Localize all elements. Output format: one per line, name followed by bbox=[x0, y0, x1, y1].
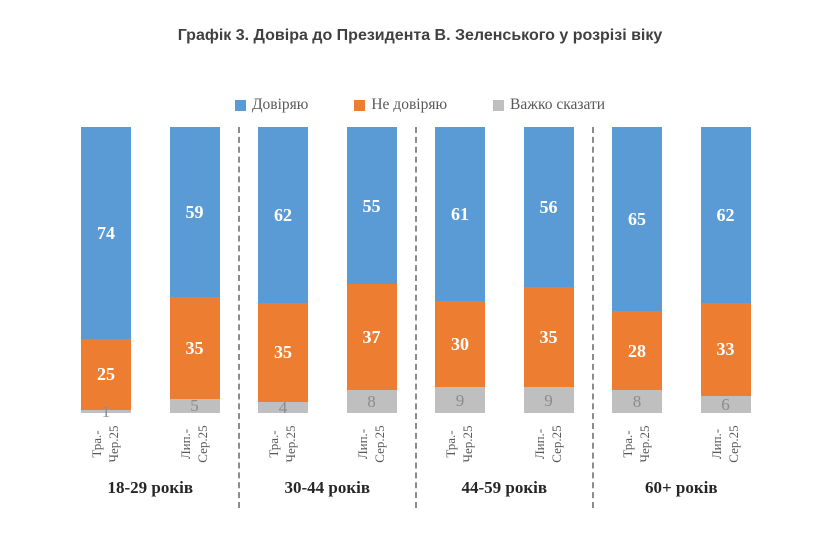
bar-segment-no-trust: 28 bbox=[612, 311, 662, 391]
value-label: 35 bbox=[185, 337, 204, 358]
bar-segment-trust: 55 bbox=[346, 127, 397, 285]
bar-segment-trust: 61 bbox=[435, 127, 485, 302]
group-label: 18-29 років bbox=[107, 478, 194, 497]
value-label: 8 bbox=[367, 392, 376, 412]
stacked-bar: 56 35 9 bbox=[523, 127, 574, 413]
bar-segment-hard-to-say: 5 bbox=[169, 396, 220, 416]
value-label: 5 bbox=[190, 396, 199, 416]
legend-swatch-hard-to-say-icon bbox=[493, 99, 505, 111]
chart-title: Графік 3. Довіра до Президента В. Зеленс… bbox=[177, 27, 663, 44]
bar-segment-trust: 56 bbox=[523, 127, 574, 288]
x-tick-label: Тра.- Чер.25 bbox=[620, 425, 652, 463]
bar-segment-no-trust: 35 bbox=[258, 302, 308, 402]
bar-segment-hard-to-say: 9 bbox=[523, 387, 574, 413]
group-label: 30-44 років bbox=[284, 478, 371, 497]
value-label: 35 bbox=[539, 327, 558, 348]
group-separator-line bbox=[414, 127, 417, 508]
stacked-bar: 62 33 6 bbox=[700, 127, 751, 414]
value-label: 61 bbox=[451, 204, 469, 225]
value-label: 37 bbox=[362, 327, 381, 348]
chart-legend: Довіряю Не довіряю Важко сказати bbox=[0, 96, 840, 114]
value-label: 33 bbox=[716, 339, 735, 360]
x-tick-label: Тра.- Чер.25 bbox=[89, 425, 121, 463]
value-label: 9 bbox=[544, 390, 553, 410]
legend-label-trust: Довіряю bbox=[251, 96, 309, 113]
group-label: 60+ років bbox=[644, 478, 718, 497]
bar-segment-no-trust: 33 bbox=[700, 302, 751, 396]
bar-segment-hard-to-say: 4 bbox=[258, 397, 308, 417]
bar-segment-trust: 74 bbox=[81, 127, 131, 339]
value-label: 8 bbox=[632, 392, 642, 412]
bar-segment-hard-to-say: 6 bbox=[700, 395, 751, 414]
bar-segment-trust: 59 bbox=[169, 127, 220, 298]
value-label: 35 bbox=[274, 342, 292, 363]
bar-segment-no-trust: 37 bbox=[346, 284, 397, 391]
bar-segment-trust: 65 bbox=[612, 127, 662, 312]
x-tick-label: Тра.- Чер.25 bbox=[443, 425, 475, 463]
bar-segment-hard-to-say: 8 bbox=[612, 390, 662, 413]
x-tick-label: Лип.- Сер.25 bbox=[708, 425, 741, 463]
legend-item-no-trust: Не довіряю bbox=[354, 96, 447, 114]
group-separator-line bbox=[591, 127, 594, 508]
value-label: 6 bbox=[721, 395, 730, 414]
value-label: 4 bbox=[278, 397, 288, 417]
value-label: 74 bbox=[97, 222, 115, 243]
x-tick-label: Лип.- Сер.25 bbox=[354, 425, 387, 463]
legend-swatch-trust-icon bbox=[234, 99, 246, 111]
bar-segment-hard-to-say: 8 bbox=[346, 390, 397, 413]
stacked-bar: 61 30 9 bbox=[435, 127, 485, 413]
value-label: 9 bbox=[455, 390, 465, 410]
legend-item-trust: Довіряю bbox=[234, 96, 309, 114]
x-tick-label: Тра.- Чер.25 bbox=[266, 425, 298, 463]
value-label: 62 bbox=[274, 204, 292, 225]
stacked-bar: 59 35 5 bbox=[169, 127, 220, 416]
legend-label-hard-to-say: Важко сказати bbox=[510, 96, 606, 113]
value-label: 59 bbox=[185, 202, 204, 223]
x-tick-label: Лип.- Сер.25 bbox=[177, 425, 210, 463]
stacked-bar: 62 35 4 bbox=[258, 127, 308, 417]
stacked-bar: 65 28 8 bbox=[612, 127, 662, 413]
stacked-bar: 55 37 8 bbox=[346, 127, 397, 413]
bar-segment-no-trust: 25 bbox=[81, 338, 131, 411]
value-label: 56 bbox=[539, 197, 558, 218]
value-label: 62 bbox=[716, 204, 735, 225]
value-label: 30 bbox=[451, 334, 469, 355]
bar-segment-hard-to-say: 1 bbox=[81, 403, 131, 420]
bar-segment-hard-to-say: 9 bbox=[435, 387, 485, 413]
bar-segment-trust: 62 bbox=[258, 127, 308, 303]
legend-item-hard-to-say: Важко сказати bbox=[493, 96, 605, 114]
bar-segment-no-trust: 30 bbox=[435, 301, 485, 388]
legend-label-no-trust: Не довіряю bbox=[371, 96, 448, 113]
value-label: 25 bbox=[97, 364, 115, 385]
value-label: 65 bbox=[628, 209, 646, 230]
group-label: 44-59 років bbox=[461, 478, 548, 497]
x-tick-label: Лип.- Сер.25 bbox=[531, 425, 564, 463]
value-label: 1 bbox=[101, 402, 111, 422]
bar-segment-no-trust: 35 bbox=[169, 297, 220, 399]
bar-segment-no-trust: 35 bbox=[523, 287, 574, 388]
value-label: 28 bbox=[628, 340, 646, 361]
legend-swatch-no-trust-icon bbox=[354, 99, 366, 111]
bar-segment-trust: 62 bbox=[700, 127, 751, 303]
group-separator-line bbox=[237, 127, 240, 508]
value-label: 55 bbox=[362, 195, 381, 216]
stacked-bar: 74 25 1 bbox=[81, 127, 131, 420]
